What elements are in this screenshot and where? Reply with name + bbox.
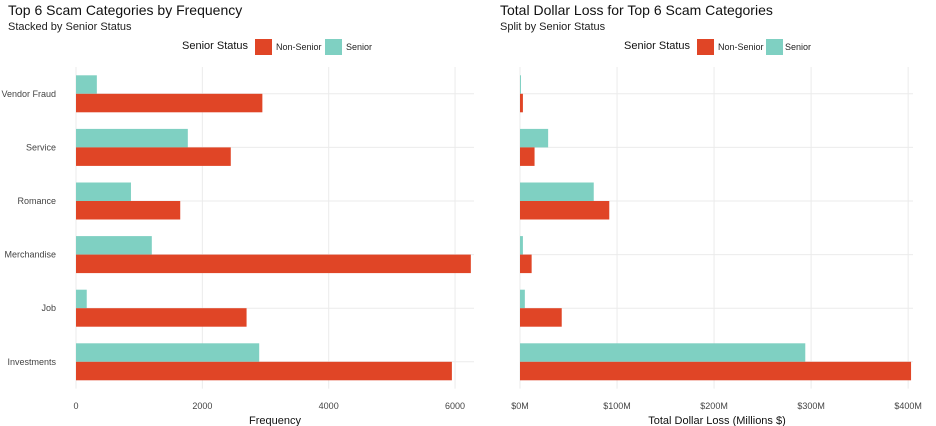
left-legend-label-non-senior: Non-Senior (276, 42, 322, 52)
left-bar-senior (76, 75, 97, 94)
right-bar-non-senior (520, 254, 532, 274)
right-bar-senior (520, 128, 549, 148)
left-chart-subtitle: Stacked by Senior Status (8, 21, 132, 33)
right-bar-senior (520, 75, 521, 94)
left-x-tick-label: 4000 (319, 401, 339, 411)
left-bar-non-senior (76, 254, 471, 274)
right-bar-senior (520, 343, 806, 362)
right-x-tick-label: $100M (603, 401, 631, 411)
left-x-tick-label: 6000 (445, 401, 465, 411)
left-bar-senior (76, 182, 131, 201)
left-plot-area: 0 2000 4000 6000 Vendor Fraud Service Romance M… (1, 67, 474, 411)
left-legend-swatch-non-senior (255, 39, 272, 55)
left-bar-senior (76, 343, 260, 362)
right-plot-area: $0M $100M $200M $300M $400M (511, 67, 922, 411)
right-bar-non-senior (520, 361, 912, 381)
right-bar-senior (520, 236, 523, 255)
left-bar-senior (76, 236, 152, 255)
right-bar-non-senior (520, 201, 610, 220)
right-legend-swatch-non-senior (697, 39, 714, 55)
right-bar-senior (520, 289, 525, 309)
left-x-axis-title: Frequency (249, 415, 301, 426)
right-legend-swatch-senior (766, 39, 783, 55)
left-bar-senior (76, 289, 87, 309)
left-category-label: Vendor Fraud (1, 89, 56, 99)
right-bar-non-senior (520, 93, 523, 113)
right-x-tick-label: $300M (797, 401, 825, 411)
left-bar-non-senior (76, 201, 181, 220)
right-x-axis-title: Total Dollar Loss (Millions $) (648, 415, 786, 426)
left-bar-non-senior (76, 93, 263, 113)
right-chart-subtitle: Split by Senior Status (500, 21, 606, 33)
left-bar-non-senior (76, 308, 247, 327)
left-category-label: Job (41, 303, 56, 313)
left-legend-title: Senior Status (182, 40, 249, 52)
left-category-label: Service (26, 142, 56, 152)
right-x-tick-label: $0M (511, 401, 529, 411)
right-bar-non-senior (520, 308, 562, 327)
right-legend-label-non-senior: Non-Senior (718, 42, 764, 52)
right-x-tick-label: $400M (894, 401, 922, 411)
right-bar-senior (520, 182, 594, 201)
right-legend-label-senior: Senior (785, 42, 811, 52)
left-legend-swatch-senior (325, 39, 342, 55)
left-category-label: Investments (7, 357, 56, 367)
right-bar-non-senior (520, 147, 535, 166)
left-legend-label-senior: Senior (346, 42, 372, 52)
left-x-tick-label: 2000 (192, 401, 212, 411)
left-bar-senior (76, 128, 188, 148)
left-category-label: Merchandise (4, 250, 56, 260)
left-chart-title: Top 6 Scam Categories by Frequency (8, 2, 242, 18)
right-chart-title: Total Dollar Loss for Top 6 Scam Categor… (500, 2, 773, 18)
right-legend-title: Senior Status (624, 40, 691, 52)
right-x-tick-label: $200M (700, 401, 728, 411)
left-bar-non-senior (76, 361, 452, 381)
left-category-label: Romance (17, 196, 56, 206)
left-bar-non-senior (76, 147, 231, 166)
left-x-tick-label: 0 (73, 401, 78, 411)
